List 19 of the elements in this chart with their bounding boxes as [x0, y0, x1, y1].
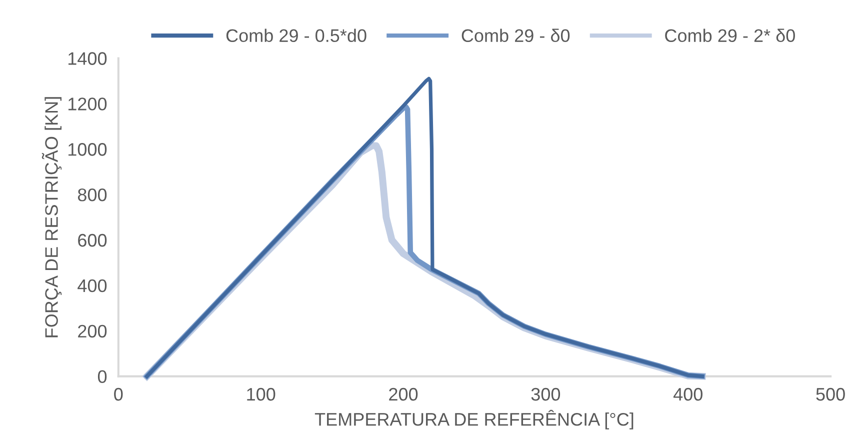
- x-tick-label: 0: [114, 388, 123, 401]
- legend-label: Comb 29 - 2* δ0: [665, 28, 795, 42]
- x-tick-label: 100: [247, 388, 276, 401]
- x-tick-label: 300: [531, 388, 560, 401]
- y-tick-label: 800: [78, 188, 107, 202]
- x-tick-label: 200: [389, 388, 418, 401]
- y-tick-label: 1000: [68, 143, 107, 156]
- x-tick-label: 500: [816, 388, 845, 401]
- legend-label: Comb 29 - 0.5*d0: [226, 28, 366, 42]
- y-tick-label: 1200: [68, 98, 107, 110]
- y-axis-title: FORÇA DE RESTRIÇÃO [KN]: [42, 97, 62, 338]
- legend-label: Comb 29 - δ0: [462, 28, 570, 42]
- x-tick-label: 400: [673, 388, 702, 401]
- x-axis-title: TEMPERATURA DE REFERÊNCIA [°C]: [314, 410, 634, 430]
- y-tick-label: 0: [98, 370, 107, 384]
- y-tick-label: 400: [78, 279, 107, 292]
- y-tick-label: 200: [78, 324, 107, 338]
- y-tick-label: 1400: [68, 52, 107, 65]
- y-tick-label: 600: [78, 234, 107, 247]
